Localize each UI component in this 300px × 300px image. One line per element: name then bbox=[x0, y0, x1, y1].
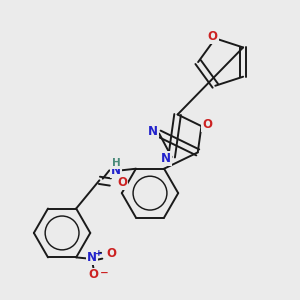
Text: N: N bbox=[161, 152, 171, 165]
Text: O: O bbox=[202, 118, 212, 131]
Text: N: N bbox=[111, 164, 121, 177]
Text: +: + bbox=[94, 249, 102, 258]
Text: −: − bbox=[100, 268, 109, 278]
Text: H: H bbox=[112, 158, 120, 168]
Text: N: N bbox=[148, 125, 158, 138]
Text: O: O bbox=[89, 268, 99, 281]
Text: O: O bbox=[208, 30, 218, 43]
Text: N: N bbox=[87, 251, 97, 264]
Text: O: O bbox=[117, 176, 127, 190]
Text: O: O bbox=[107, 247, 117, 260]
